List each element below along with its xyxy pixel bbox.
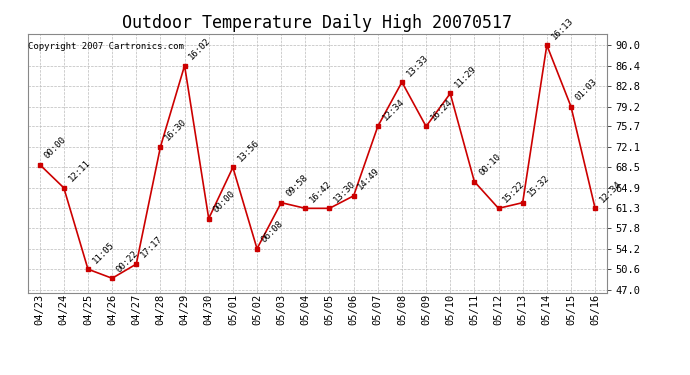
Text: 16:13: 16:13	[550, 16, 575, 41]
Text: 16:02: 16:02	[188, 36, 213, 62]
Text: 14:49: 14:49	[357, 166, 382, 192]
Text: 13:33: 13:33	[405, 53, 430, 78]
Text: Copyright 2007 Cartronics.com: Copyright 2007 Cartronics.com	[28, 42, 184, 51]
Text: 12:34: 12:34	[381, 97, 406, 122]
Text: 00:22: 00:22	[115, 249, 140, 274]
Text: 00:10: 00:10	[477, 152, 502, 177]
Text: 01:03: 01:03	[574, 77, 599, 102]
Text: 15:32: 15:32	[526, 173, 551, 198]
Text: 13:30: 13:30	[333, 179, 357, 204]
Text: 17:17: 17:17	[139, 234, 164, 260]
Text: 00:00: 00:00	[43, 135, 68, 160]
Text: 00:00: 00:00	[212, 189, 237, 214]
Text: 13:56: 13:56	[236, 138, 261, 163]
Text: 11:05: 11:05	[91, 240, 116, 265]
Text: 16:24: 16:24	[429, 97, 454, 122]
Text: 16:42: 16:42	[308, 179, 333, 204]
Title: Outdoor Temperature Daily High 20070517: Outdoor Temperature Daily High 20070517	[122, 14, 513, 32]
Text: 16:30: 16:30	[164, 117, 188, 143]
Text: 12:34: 12:34	[598, 179, 623, 204]
Text: 11:29: 11:29	[453, 64, 478, 89]
Text: 15:22: 15:22	[502, 179, 526, 204]
Text: 12:11: 12:11	[67, 158, 92, 184]
Text: 09:58: 09:58	[284, 173, 309, 198]
Text: 06:08: 06:08	[260, 219, 285, 245]
